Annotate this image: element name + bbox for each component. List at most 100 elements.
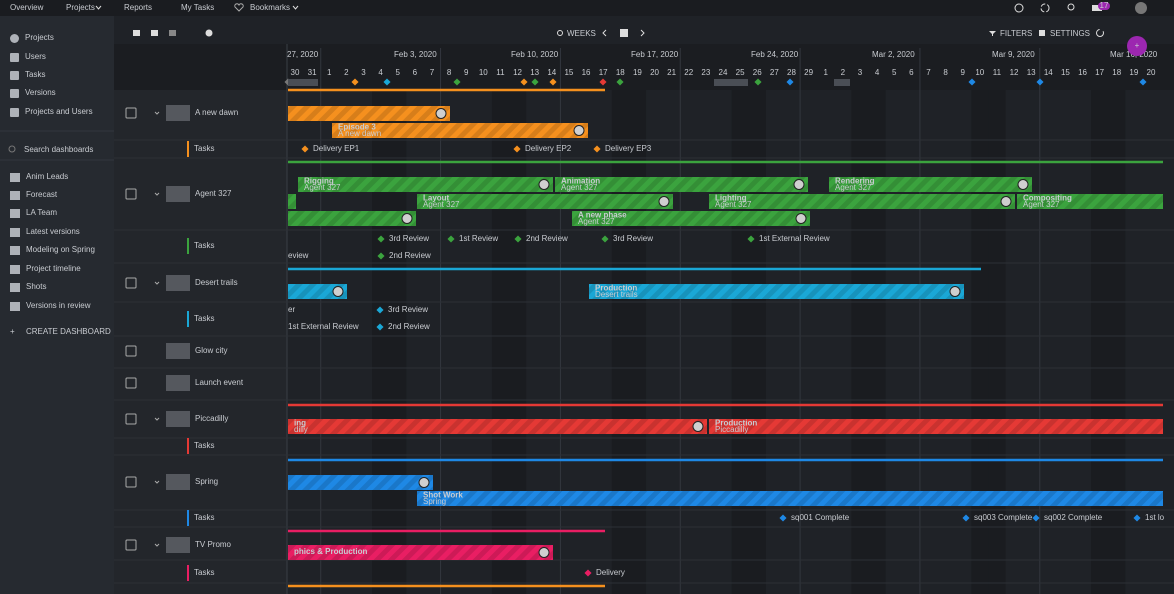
milestone bbox=[593, 145, 601, 153]
day-label: 31 bbox=[308, 68, 317, 77]
day-label: 13 bbox=[1027, 68, 1036, 77]
menu-icon bbox=[10, 53, 19, 62]
expand-chevron[interactable] bbox=[154, 543, 160, 547]
milestone-tag bbox=[714, 79, 748, 86]
view-icon[interactable] bbox=[169, 30, 176, 36]
bar-stripes bbox=[829, 177, 1032, 192]
calendar-icon[interactable] bbox=[620, 29, 628, 37]
bar-stripes bbox=[709, 419, 1163, 434]
bar-sublabel: Spring bbox=[423, 497, 446, 506]
weekend-column bbox=[491, 90, 510, 594]
search-input[interactable]: Search dashboards bbox=[24, 145, 93, 154]
project-name[interactable]: Glow city bbox=[195, 346, 227, 355]
avatar bbox=[538, 547, 550, 558]
project-name[interactable]: Piccadilly bbox=[195, 414, 228, 423]
day-label: 11 bbox=[993, 68, 1002, 77]
dashboard-item[interactable]: Modeling on Spring bbox=[26, 245, 95, 254]
create-dashboard[interactable]: CREATE DASHBOARD bbox=[26, 327, 111, 336]
checkbox[interactable] bbox=[125, 539, 137, 551]
chevron bbox=[95, 5, 102, 10]
nav-item[interactable]: My Tasks bbox=[181, 3, 214, 12]
nav-item[interactable]: Projects bbox=[66, 3, 95, 12]
milestone bbox=[447, 235, 455, 243]
checkbox[interactable] bbox=[125, 188, 137, 200]
bar-sublabel: Agent 327 bbox=[561, 183, 598, 192]
expand-chevron[interactable] bbox=[154, 417, 160, 421]
avatar bbox=[658, 196, 670, 207]
menu-item[interactable]: Versions bbox=[25, 88, 56, 97]
dashboard-item[interactable]: Forecast bbox=[26, 190, 58, 199]
next-arrow[interactable] bbox=[640, 29, 645, 37]
checkbox[interactable] bbox=[125, 277, 137, 289]
day-label: 6 bbox=[909, 68, 914, 77]
tasks-label[interactable]: Tasks bbox=[194, 144, 214, 153]
dashboard-item[interactable]: Anim Leads bbox=[26, 172, 68, 181]
project-name[interactable]: TV Promo bbox=[195, 540, 232, 549]
tasks-label[interactable]: Tasks bbox=[194, 441, 214, 450]
dashboard-icon bbox=[10, 265, 20, 274]
bar-stripes bbox=[555, 177, 808, 192]
dashboard-icon bbox=[10, 209, 20, 218]
expand-chevron[interactable] bbox=[154, 111, 160, 115]
tasks-label[interactable]: Tasks bbox=[194, 241, 214, 250]
dashboard-item[interactable]: Latest versions bbox=[26, 227, 80, 236]
gear-icon[interactable] bbox=[205, 29, 213, 37]
avatar bbox=[538, 179, 550, 190]
checkbox[interactable] bbox=[125, 345, 137, 357]
menu-item[interactable]: Projects and Users bbox=[25, 107, 93, 116]
day-label: 4 bbox=[875, 68, 880, 77]
menu-item[interactable]: Tasks bbox=[25, 70, 45, 79]
checkbox[interactable] bbox=[125, 377, 137, 389]
expand-chevron[interactable] bbox=[154, 281, 160, 285]
filters-button[interactable]: FILTERS bbox=[1000, 29, 1032, 38]
tasks-label[interactable]: Tasks bbox=[194, 513, 214, 522]
checkbox[interactable] bbox=[125, 476, 137, 488]
tasks-label[interactable]: Tasks bbox=[194, 568, 214, 577]
dashboard-item[interactable]: Shots bbox=[26, 282, 46, 291]
refresh-icon[interactable] bbox=[1096, 29, 1104, 37]
view-icon[interactable] bbox=[133, 30, 140, 36]
day-label: 20 bbox=[1147, 68, 1156, 77]
milestone bbox=[513, 145, 521, 153]
view-icon[interactable] bbox=[151, 30, 158, 36]
dashboard-item[interactable]: Versions in review bbox=[26, 301, 91, 310]
nav-item[interactable]: Overview bbox=[10, 3, 44, 12]
clock-icon[interactable] bbox=[1014, 3, 1024, 13]
bar-stripes bbox=[288, 211, 416, 226]
project-name[interactable]: Launch event bbox=[195, 378, 244, 387]
bar-label: Production bbox=[715, 419, 757, 428]
expand-chevron[interactable] bbox=[154, 192, 160, 196]
project-name[interactable]: Desert trails bbox=[195, 278, 238, 287]
project-name[interactable]: Agent 327 bbox=[195, 189, 232, 198]
dashboard-item[interactable]: LA Team bbox=[26, 208, 57, 217]
checkbox[interactable] bbox=[125, 107, 137, 119]
day-label: 6 bbox=[413, 68, 418, 77]
project-thumb bbox=[166, 474, 190, 490]
settings-button[interactable]: SETTINGS bbox=[1050, 29, 1090, 38]
milestone-label: er bbox=[288, 305, 295, 314]
search-icon[interactable] bbox=[1067, 3, 1075, 11]
milestone bbox=[377, 252, 385, 260]
inbox-icon[interactable] bbox=[1092, 5, 1102, 11]
user-avatar[interactable] bbox=[1135, 2, 1147, 14]
dashboard-item[interactable]: Project timeline bbox=[26, 264, 81, 273]
expand-chevron[interactable] bbox=[154, 480, 160, 484]
tasks-label[interactable]: Tasks bbox=[194, 314, 214, 323]
project-name[interactable]: Spring bbox=[195, 477, 218, 486]
avatar bbox=[401, 213, 413, 224]
nav-item[interactable]: Reports bbox=[124, 3, 152, 12]
add-button[interactable] bbox=[1127, 36, 1147, 56]
menu-item[interactable]: Projects bbox=[25, 33, 54, 42]
menu-item[interactable]: Users bbox=[25, 52, 46, 61]
sync-icon[interactable] bbox=[1040, 3, 1050, 13]
nav-item[interactable]: Bookmarks bbox=[250, 3, 290, 12]
checkbox[interactable] bbox=[125, 413, 137, 425]
milestone bbox=[377, 235, 385, 243]
weekend-column bbox=[748, 90, 766, 594]
project-name[interactable]: A new dawn bbox=[195, 108, 238, 117]
weeks-button[interactable]: WEEKS bbox=[567, 29, 596, 38]
milestone-marker bbox=[351, 78, 359, 86]
project-thumb bbox=[166, 186, 190, 202]
milestone bbox=[514, 235, 522, 243]
prev-arrow[interactable] bbox=[602, 29, 607, 37]
